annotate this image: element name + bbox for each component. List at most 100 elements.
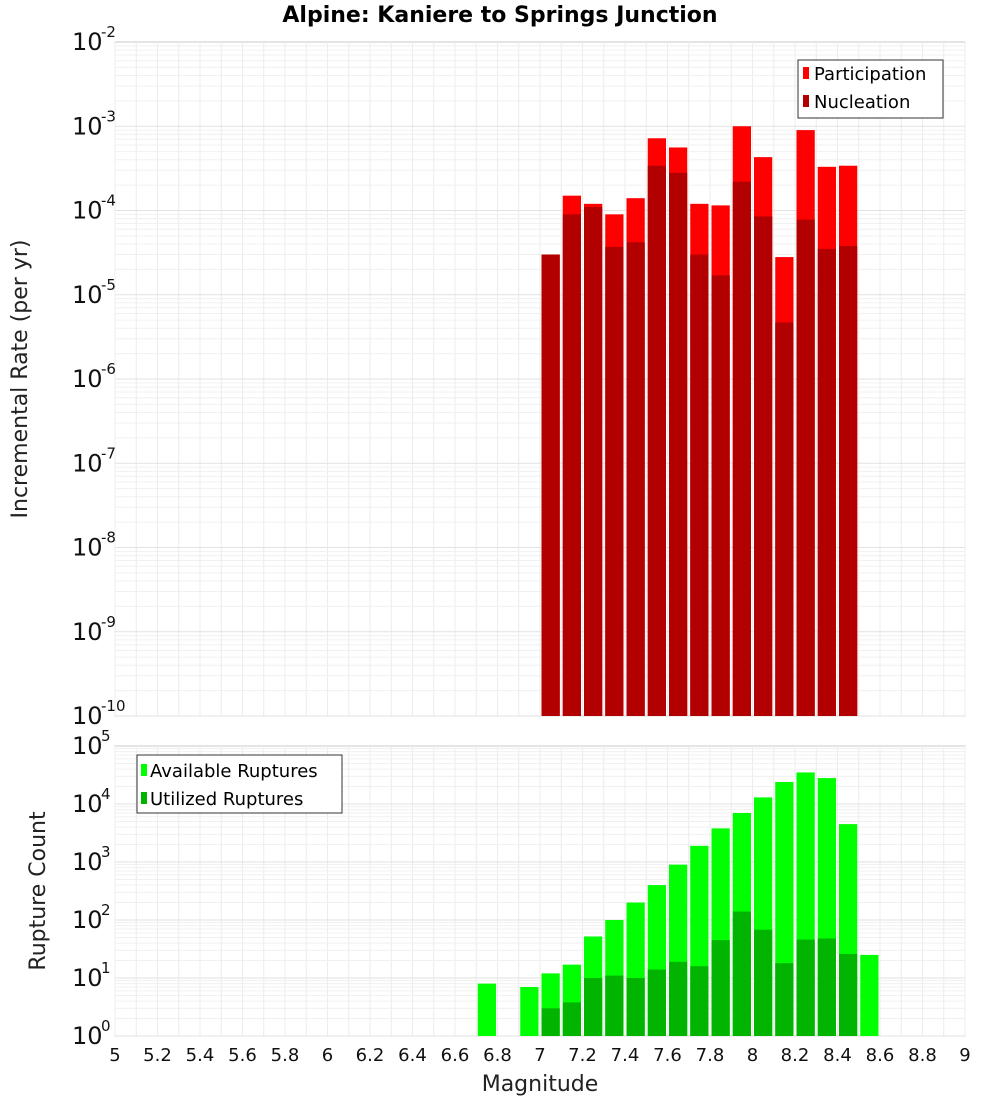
y-tick-label: 10 <box>72 449 103 477</box>
bar-available-ruptures <box>520 986 539 1036</box>
bar-nucleation <box>754 216 773 716</box>
bar-utilized-ruptures <box>690 966 709 1036</box>
bar-nucleation <box>775 322 794 716</box>
y-tick-label: 10 <box>72 1022 103 1050</box>
bar-utilized-ruptures <box>584 978 603 1036</box>
bottom-y-axis-label: Rupture Count <box>26 811 51 971</box>
legend-swatch-participation <box>803 67 809 79</box>
bar-nucleation <box>690 254 709 716</box>
bar-nucleation <box>732 181 751 717</box>
bar-utilized-ruptures <box>732 911 751 1036</box>
y-tick-exponent: -4 <box>101 192 116 210</box>
bar-utilized-ruptures <box>647 969 666 1036</box>
legend-swatch-nucleation <box>803 95 809 107</box>
legend-label-participation: Participation <box>814 64 926 85</box>
bar-utilized-ruptures <box>669 961 688 1036</box>
y-tick-label: 10 <box>72 534 103 562</box>
x-axis-label: Magnitude <box>482 1072 599 1097</box>
x-tick-label: 8 <box>747 1045 758 1066</box>
y-tick-exponent: 3 <box>101 843 111 861</box>
y-tick-label: 10 <box>72 365 103 393</box>
x-tick-label: 6.4 <box>398 1045 427 1066</box>
y-tick-exponent: 1 <box>101 959 111 977</box>
x-tick-label: 5.4 <box>186 1045 215 1066</box>
x-tick-label: 5.8 <box>271 1045 300 1066</box>
bar-nucleation <box>562 214 581 716</box>
y-tick-exponent: -8 <box>101 529 116 547</box>
top-grid <box>114 42 966 717</box>
x-tick-label: 6.8 <box>483 1045 512 1066</box>
y-tick-exponent: -3 <box>101 107 116 125</box>
legend-swatch-utilized-ruptures <box>141 792 147 804</box>
bar-nucleation <box>626 242 645 716</box>
bar-nucleation <box>711 275 730 716</box>
y-tick-label: 10 <box>72 964 103 992</box>
legend-label-available-ruptures: Available Ruptures <box>150 761 318 782</box>
y-tick-exponent: -9 <box>101 613 116 631</box>
top-legend: Participation Nucleation <box>797 59 944 119</box>
bar-utilized-ruptures <box>626 978 645 1036</box>
y-tick-label: 10 <box>72 702 103 730</box>
x-tick-label: 7 <box>534 1045 545 1066</box>
x-tick-label: 8.6 <box>866 1045 895 1066</box>
bar-utilized-ruptures <box>754 929 773 1036</box>
x-tick-label: 6 <box>322 1045 333 1066</box>
y-tick-label: 10 <box>72 906 103 934</box>
x-tick-label: 7.2 <box>568 1045 597 1066</box>
y-tick-label: 10 <box>72 28 103 56</box>
x-tick-label: 8.8 <box>908 1045 937 1066</box>
y-tick-exponent: -6 <box>101 360 116 378</box>
chart-title: Alpine: Kaniere to Springs Junction <box>282 3 717 28</box>
y-tick-exponent: -10 <box>101 697 126 715</box>
y-tick-label: 10 <box>72 848 103 876</box>
x-tick-label: 9 <box>959 1045 970 1066</box>
bar-utilized-ruptures <box>796 939 815 1036</box>
x-tick-labels: 5 5.2 5.4 5.6 5.8 6 6.2 6.4 6.6 6.8 7 7.2 7.4 7.6 7.8 8… <box>109 1045 970 1066</box>
bar-nucleation <box>669 172 688 717</box>
bar-utilized-ruptures <box>817 938 836 1036</box>
bar-nucleation <box>605 246 624 716</box>
bar-utilized-ruptures <box>711 940 730 1036</box>
y-tick-exponent: -2 <box>101 23 116 41</box>
y-tick-label: 10 <box>72 618 103 646</box>
bar-nucleation <box>647 165 666 716</box>
y-tick-label: 10 <box>72 790 103 818</box>
x-tick-label: 8.2 <box>781 1045 810 1066</box>
legend-swatch-available-ruptures <box>141 764 147 776</box>
top-bars <box>541 126 858 717</box>
top-y-axis-label: Incremental Rate (per yr) <box>8 240 33 519</box>
x-tick-label: 6.6 <box>441 1045 470 1066</box>
bar-nucleation <box>839 245 858 716</box>
legend-label-utilized-ruptures: Utilized Ruptures <box>150 789 303 810</box>
bar-utilized-ruptures <box>541 1008 560 1036</box>
y-tick-exponent: -7 <box>101 444 116 462</box>
bar-nucleation <box>817 248 836 716</box>
y-tick-exponent: 5 <box>101 727 111 745</box>
bar-utilized-ruptures <box>562 1002 581 1036</box>
x-tick-label: 5 <box>109 1045 120 1066</box>
bar-utilized-ruptures <box>839 953 858 1036</box>
x-tick-label: 7.4 <box>611 1045 640 1066</box>
x-tick-label: 5.2 <box>143 1045 172 1066</box>
y-tick-exponent: 4 <box>101 785 111 803</box>
y-tick-exponent: 0 <box>101 1017 111 1035</box>
y-tick-exponent: 2 <box>101 901 111 919</box>
x-tick-label: 7.6 <box>653 1045 682 1066</box>
x-tick-label: 6.2 <box>356 1045 385 1066</box>
top-legend-box <box>797 59 944 119</box>
bar-available-ruptures <box>477 983 496 1036</box>
x-tick-label: 8.4 <box>823 1045 852 1066</box>
y-tick-exponent: -5 <box>101 276 116 294</box>
bottom-bars <box>477 772 879 1036</box>
bar-utilized-ruptures <box>775 963 794 1036</box>
bottom-legend: Available Ruptures Utilized Ruptures <box>136 754 343 814</box>
bar-nucleation <box>796 219 815 716</box>
bar-nucleation <box>584 207 603 716</box>
y-tick-label: 10 <box>72 197 103 225</box>
x-tick-label: 7.8 <box>696 1045 725 1066</box>
